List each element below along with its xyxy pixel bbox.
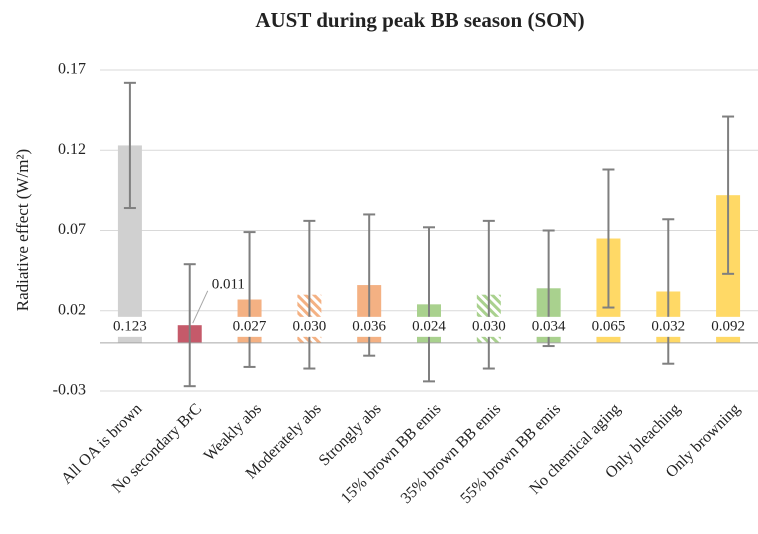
value-label-bg xyxy=(708,316,749,337)
y-axis-title: Radiative effect (W/m²) xyxy=(13,149,32,311)
value-label-bg xyxy=(289,316,330,337)
value-label: 0.065 xyxy=(592,318,626,334)
value-label: 0.030 xyxy=(472,318,506,334)
x-tick-label: 55% brown BB emis xyxy=(457,400,564,507)
value-label: 0.036 xyxy=(352,318,386,334)
value-label-bg xyxy=(109,316,150,337)
y-tick-label: 0.02 xyxy=(58,301,86,318)
value-label: 0.123 xyxy=(113,318,147,334)
value-label: 0.024 xyxy=(412,318,446,334)
value-label-bg xyxy=(648,316,689,337)
label-leader xyxy=(192,290,209,324)
x-tick-label: Weakly abs xyxy=(201,400,265,464)
value-label: 0.011 xyxy=(212,276,245,292)
value-label-bg xyxy=(528,316,569,337)
y-tick-label: 0.07 xyxy=(58,221,86,238)
value-label: 0.027 xyxy=(233,318,267,334)
value-label: 0.034 xyxy=(532,318,566,334)
value-label: 0.092 xyxy=(711,318,745,334)
value-label: 0.032 xyxy=(651,318,685,334)
chart-title: AUST during peak BB season (SON) xyxy=(255,8,584,32)
x-tick-label: 35% brown BB emis xyxy=(398,400,505,507)
x-tick-label: 15% brown BB emis xyxy=(338,400,445,507)
y-tick-label: -0.03 xyxy=(53,382,86,399)
value-label-bg xyxy=(349,316,390,337)
value-label: 0.030 xyxy=(292,318,326,334)
value-label-bg xyxy=(229,316,270,337)
value-label-bg xyxy=(588,316,629,337)
y-tick-label: 0.12 xyxy=(58,141,86,158)
y-tick-label: 0.17 xyxy=(58,61,86,78)
value-label-bg xyxy=(409,316,449,337)
value-label-bg xyxy=(468,316,509,337)
